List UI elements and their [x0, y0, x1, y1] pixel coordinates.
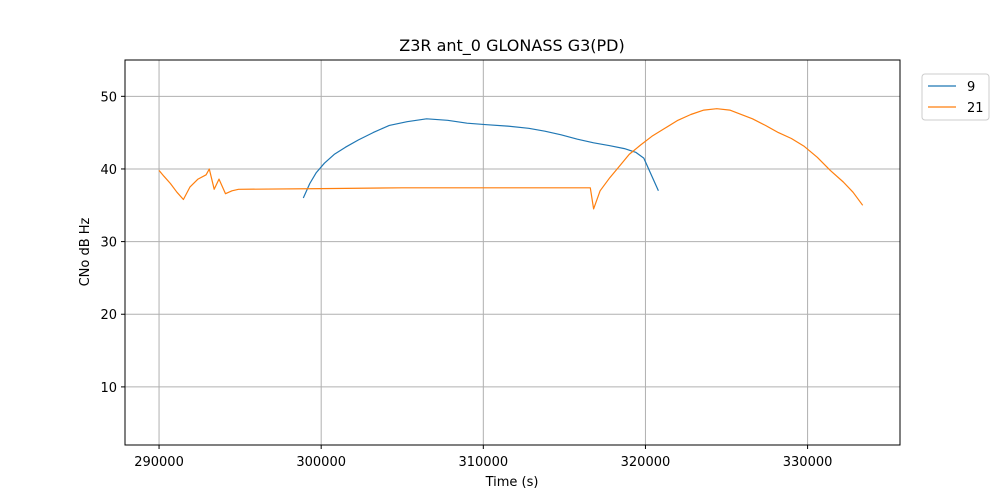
y-axis: 10 20 30 40 50: [100, 90, 125, 396]
x-tick-label: 300000: [296, 455, 346, 470]
y-tick-label: 50: [100, 90, 117, 105]
y-tick-label: 10: [100, 381, 117, 396]
plot-series: [158, 108, 864, 210]
legend-label-9: 9: [967, 80, 975, 95]
series-line-9: [302, 118, 659, 199]
grid: [125, 60, 900, 445]
y-tick-label: 20: [100, 308, 117, 323]
plot-area-frame: [124, 59, 901, 446]
x-tick-label: 290000: [134, 455, 184, 470]
legend-entries: 921: [928, 80, 984, 116]
x-tick-label: 320000: [621, 455, 671, 470]
chart-title: Z3R ant_0 GLONASS G3(PD): [399, 36, 625, 56]
y-tick-label: 40: [100, 163, 117, 178]
legend-label-21: 21: [967, 101, 984, 116]
y-axis-label: CNo dB Hz: [78, 217, 93, 286]
x-axis: 290000 300000 310000 320000 330000: [134, 445, 832, 470]
x-tick-label: 330000: [783, 455, 833, 470]
x-tick-label: 310000: [458, 455, 508, 470]
x-axis-label: Time (s): [485, 475, 539, 490]
legend: 921: [921, 73, 990, 121]
y-tick-label: 30: [100, 236, 117, 251]
series-line-21: [158, 108, 864, 210]
